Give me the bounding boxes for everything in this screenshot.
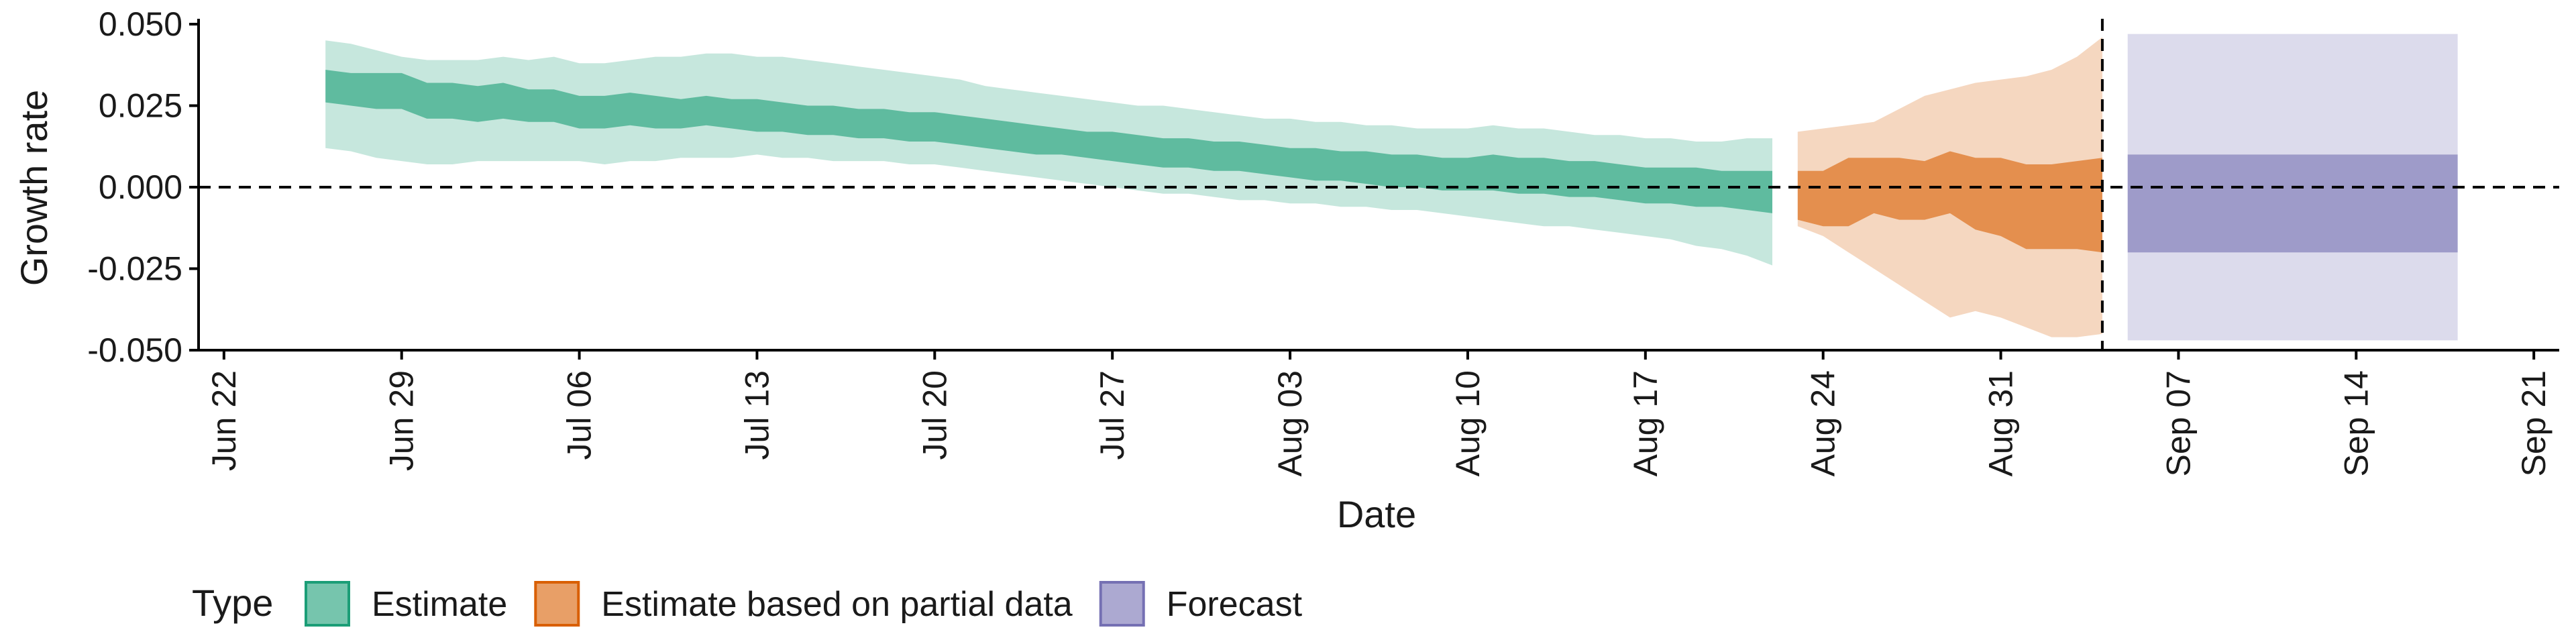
- x-axis-title: Date: [1337, 493, 1416, 535]
- axes: [197, 19, 2559, 352]
- legend-title: Type: [192, 582, 273, 624]
- legend: Type Estimate Estimate based on partial d…: [192, 581, 1303, 627]
- band-50-interval: [2127, 154, 2458, 253]
- x-tick-label: Aug 17: [1627, 370, 1664, 476]
- legend-label: Estimate based on partial data: [601, 585, 1073, 624]
- x-tick-label: Aug 10: [1449, 370, 1487, 476]
- y-tick-label: 0.025: [99, 87, 182, 125]
- y-tick-label: 0.050: [99, 5, 182, 43]
- x-tick-label: Sep 14: [2337, 370, 2375, 476]
- x-tick-label: Aug 03: [1271, 370, 1309, 476]
- reference-lines: [199, 19, 2559, 350]
- y-tick-label: -0.025: [87, 250, 182, 288]
- legend-item: Forecast: [1099, 581, 1303, 627]
- x-tick-label: Aug 31: [1982, 370, 2020, 476]
- x-tick-label: Jul 20: [916, 370, 953, 460]
- legend-item: Estimate: [305, 581, 507, 627]
- x-tick-label: Jun 29: [383, 370, 421, 471]
- x-tick-label: Aug 24: [1805, 370, 1842, 476]
- band-50-interval: [325, 70, 1773, 213]
- legend-item: Estimate based on partial data: [534, 581, 1073, 627]
- band-50-interval: [1797, 151, 2102, 253]
- x-tick-label: Jul 13: [739, 370, 776, 460]
- legend-swatch: [534, 581, 580, 627]
- legend-items: Estimate Estimate based on partial data Fo…: [305, 581, 1303, 627]
- y-tick-label: 0.000: [99, 168, 182, 206]
- x-tick-label: Sep 07: [2159, 370, 2197, 476]
- legend-label: Forecast: [1167, 585, 1303, 624]
- y-tick-label: -0.050: [87, 331, 182, 369]
- x-tick-label: Jul 27: [1093, 370, 1131, 460]
- series-estimate: [325, 40, 1773, 266]
- x-tick-label: Sep 21: [2515, 370, 2553, 476]
- legend-swatch: [1099, 581, 1145, 627]
- x-axis-ticks: Jun 22 Jun 29 Jul 06 Jul 13 Jul 20 Jul 27 Aug …: [205, 350, 2553, 476]
- y-axis-ticks: 0.050 0.025 0.000 -0.025 -0.050: [87, 5, 199, 369]
- legend-label: Estimate: [372, 585, 507, 624]
- y-axis-title: Growth rate: [13, 90, 55, 286]
- x-tick-label: Jun 22: [205, 370, 243, 471]
- x-tick-label: Jul 06: [561, 370, 598, 460]
- legend-swatch: [305, 581, 350, 627]
